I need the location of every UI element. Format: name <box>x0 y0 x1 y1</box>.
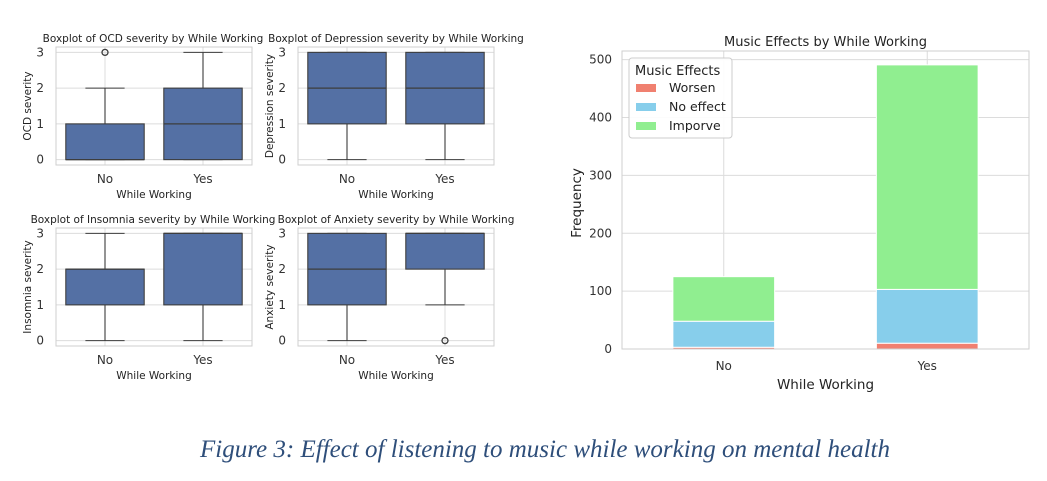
box-no <box>65 232 145 342</box>
y-axis-label: Depression severity <box>264 54 276 158</box>
x-tick-label: Yes <box>434 353 454 367</box>
bar-imporve-yes <box>875 64 979 290</box>
y-tick-label: 2 <box>278 81 286 95</box>
box-no <box>65 48 145 161</box>
plot-frame <box>297 46 495 166</box>
boxplot-panel-1: 0 1 2 3 No Yes Boxplot of OCD severity by Whil… <box>22 33 263 201</box>
bar-no-effect-yes <box>875 288 979 344</box>
plot-frame <box>621 50 1030 350</box>
chart-title: Music Effects by While Working <box>724 35 927 50</box>
box-yes <box>163 51 243 161</box>
box-iqr <box>65 123 145 161</box>
y-tick-label: 0 <box>604 342 612 356</box>
x-tick-label: No <box>339 353 355 367</box>
bar-imporve-no <box>672 276 776 322</box>
stacked-bar-panel: 0 100 200 300 400 500 No Yes Music Effects by Wh… <box>569 35 1030 393</box>
boxplot-panel-4: 0 1 2 3 No Yes Boxplot of Anxiety severity by … <box>264 214 514 382</box>
y-axis-label: Anxiety severity <box>264 244 276 329</box>
box-yes <box>163 232 243 342</box>
y-tick-label: 0 <box>278 153 286 167</box>
y-tick-label: 100 <box>589 284 612 298</box>
y-axis-label: OCD severity <box>22 71 34 140</box>
x-tick-label: No <box>339 172 355 186</box>
x-tick-label: No <box>716 359 732 373</box>
box-flier <box>441 336 449 345</box>
x-axis-label: While Working <box>777 377 874 393</box>
y-tick-label: 1 <box>36 117 44 131</box>
y-tick-label: 3 <box>278 45 286 59</box>
boxplot-panel-2: 0 1 2 3 No Yes Boxplot of Depression severity … <box>264 33 524 201</box>
plot-frame <box>297 227 495 347</box>
x-tick-label: No <box>97 172 113 186</box>
box-iqr <box>405 232 485 270</box>
x-tick-label: Yes <box>917 359 937 373</box>
y-tick-label: 0 <box>36 153 44 167</box>
y-tick-label: 0 <box>278 334 286 348</box>
y-tick-label: 1 <box>278 298 286 312</box>
legend-box <box>628 57 733 139</box>
box-yes <box>405 232 485 345</box>
legend-swatch <box>636 84 656 92</box>
box-iqr <box>163 232 243 306</box>
y-tick-label: 3 <box>36 45 44 59</box>
plot-frame <box>55 227 253 347</box>
y-tick-label: 2 <box>278 262 286 276</box>
y-tick-label: 0 <box>36 334 44 348</box>
x-tick-label: Yes <box>192 172 212 186</box>
box-iqr <box>65 268 145 306</box>
x-tick-label: Yes <box>192 353 212 367</box>
chart-title: Boxplot of Anxiety severity by While Wor… <box>278 214 515 226</box>
legend-entry: Imporve <box>669 118 721 133</box>
bar-worsen-yes <box>875 342 979 350</box>
chart-title: Boxplot of OCD severity by While Working <box>43 33 264 45</box>
x-tick-label: Yes <box>434 172 454 186</box>
boxplot-panel-3: 0 1 2 3 No Yes Boxplot of Insomnia severity by… <box>22 214 275 382</box>
x-axis-label: While Working <box>116 189 192 201</box>
x-axis-label: While Working <box>358 189 434 201</box>
bar-no-effect-no <box>672 320 776 348</box>
y-tick-label: 1 <box>278 117 286 131</box>
x-tick-label: No <box>97 353 113 367</box>
box-yes <box>405 51 485 161</box>
y-tick-label: 400 <box>589 111 612 125</box>
plot-frame <box>55 46 253 166</box>
y-tick-label: 3 <box>278 226 286 240</box>
chart-title: Boxplot of Depression severity by While … <box>268 33 524 45</box>
y-tick-label: 2 <box>36 262 44 276</box>
y-tick-label: 300 <box>589 168 612 182</box>
y-tick-label: 1 <box>36 298 44 312</box>
legend-swatch <box>636 103 656 111</box>
legend-title: Music Effects <box>635 64 721 79</box>
legend-swatch <box>636 122 656 130</box>
x-axis-label: While Working <box>358 370 434 382</box>
y-tick-label: 3 <box>36 226 44 240</box>
box-no <box>307 232 387 342</box>
y-tick-label: 500 <box>589 53 612 67</box>
y-axis-label: Insomnia severity <box>22 240 34 333</box>
y-tick-label: 200 <box>589 226 612 240</box>
y-tick-label: 2 <box>36 81 44 95</box>
chart-title: Boxplot of Insomnia severity by While Wo… <box>31 214 276 226</box>
legend-entry: Worsen <box>669 80 716 95</box>
figure-caption: Figure 3: Effect of listening to music w… <box>200 436 890 463</box>
box-no <box>307 51 387 161</box>
legend-entry: No effect <box>669 99 726 114</box>
x-axis-label: While Working <box>116 370 192 382</box>
box-flier <box>101 48 109 57</box>
y-axis-label: Frequency <box>569 168 585 238</box>
